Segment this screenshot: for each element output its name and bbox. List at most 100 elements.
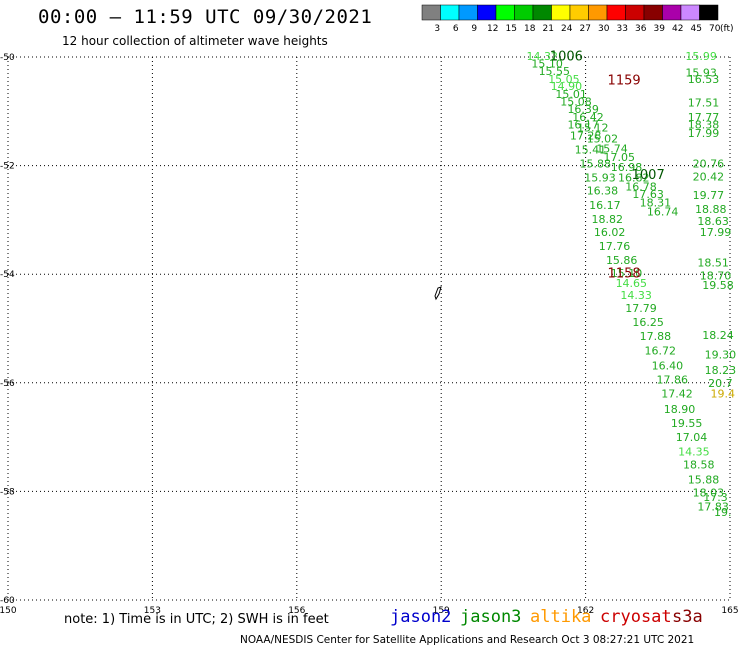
axis-ticks: 150 153 156 159 162 165 -50 -52 -54 -56 -58 -60: [0, 53, 739, 616]
colorbar-label: 70: [709, 24, 721, 34]
wave-height-label: 16.72: [644, 344, 676, 357]
map-grid: [7, 56, 731, 601]
legend-jason3: jason3: [460, 607, 522, 627]
wave-height-label: 15.93: [584, 172, 616, 185]
wave-height-label: 18.23: [705, 364, 737, 377]
legend-s3a: s3a: [672, 607, 703, 627]
wave-height-label: 20.76: [693, 158, 725, 171]
colorbar-swatch: [551, 4, 571, 21]
wave-height-label: 16.82: [618, 172, 650, 185]
wave-height-label: 16.39: [567, 103, 599, 116]
wave-height-label: 14.35: [678, 445, 710, 458]
colorbar-label: 3: [434, 24, 440, 34]
x-tick-label: 162: [577, 606, 594, 616]
colorbar-label: 30: [598, 24, 610, 34]
colorbar-label: 36: [635, 24, 647, 34]
wave-height-label: 18.24: [702, 329, 734, 342]
colorbar-swatch: [440, 4, 460, 21]
legend-jason2: jason2: [390, 607, 452, 627]
wave-height-label: 16.53: [688, 73, 720, 86]
wave-height-label: 19.58: [702, 279, 734, 292]
wave-height-label: 17.76: [599, 240, 631, 253]
wave-height-label: 18.51: [697, 256, 729, 269]
wave-height-label: 15.88: [688, 474, 720, 487]
wave-height-label: 18.58: [683, 458, 715, 471]
wave-height-label: 16.98: [611, 161, 643, 174]
chart-title: 00:00 – 11:59 UTC 09/30/2021: [38, 6, 373, 28]
wave-height-label: 18.88: [695, 203, 727, 216]
x-tick-label: 165: [721, 606, 738, 616]
wave-height-label: 15.10: [611, 267, 643, 280]
colorbar-swatch: [495, 4, 515, 21]
chart-subtitle: 12 hour collection of altimeter wave hei…: [62, 34, 328, 48]
wave-height-label: 17.99: [700, 226, 732, 239]
wave-height-label: 14.33: [620, 289, 652, 302]
colorbar-label: 6: [453, 24, 459, 34]
wave-height-label: 15.08: [560, 96, 592, 109]
pass-time-label: 1158: [608, 267, 641, 282]
colorbar-swatch: [606, 4, 626, 21]
wave-height-label: 18.63: [697, 215, 729, 228]
wave-height-label: 15.10: [531, 58, 563, 71]
wave-height-label: 16.25: [632, 316, 664, 329]
wave-height-label: 16.40: [652, 360, 684, 373]
colorbar-label: 39: [654, 24, 666, 34]
y-tick-label: -56: [0, 379, 15, 389]
pass-annotations: 1006 1159 1007 1158: [550, 50, 665, 282]
wave-height-label: 15.74: [596, 142, 628, 155]
wave-height-label: 16.42: [572, 111, 604, 124]
wave-height-label: 18.38: [688, 118, 720, 131]
colorbar-label: 24: [561, 24, 573, 34]
wave-height-label: 15.02: [587, 133, 619, 146]
footer-credit: NOAA/NESDIS Center for Satellite Applica…: [240, 634, 695, 646]
wave-height-label: 16.38: [587, 185, 619, 198]
wave-height-label: 15.93: [685, 66, 717, 79]
wave-height-label: 19.30: [705, 349, 737, 362]
colorbar-swatch: [699, 4, 719, 21]
colorbar-label: 15: [506, 24, 517, 34]
wave-height-label: 17.83: [697, 501, 729, 514]
wave-height-label: 17.88: [640, 330, 672, 343]
wave-height-label: 14.32: [527, 50, 559, 63]
wave-height-label: 15.99: [685, 50, 717, 63]
wave-height-label: 17.77: [688, 111, 720, 124]
wave-height-label: 15.55: [539, 65, 571, 78]
wave-height-label: 18.90: [664, 403, 696, 416]
wave-height-label: 16.02: [594, 226, 626, 239]
wave-height-points: 14.3215.1015.5515.0514.9015.0115.0816.39…: [527, 50, 737, 519]
y-tick-label: -60: [0, 596, 15, 606]
x-tick-label: 159: [433, 606, 450, 616]
colorbar-swatch: [532, 4, 552, 21]
x-tick-label: 153: [144, 606, 161, 616]
colorbar-unit: (ft): [720, 24, 734, 34]
wave-height-label: 18.31: [640, 197, 672, 210]
footer-note: note: 1) Time is in UTC; 2) SWH is in fe…: [64, 612, 329, 627]
colorbar-swatch: [588, 4, 608, 21]
wave-height-label: 15.41: [575, 143, 607, 156]
colorbar-label: 9: [471, 24, 477, 34]
wave-height-label: 14.65: [616, 277, 648, 290]
wave-height-label: 19.: [714, 506, 732, 519]
wave-height-label: 17.42: [661, 388, 693, 401]
wave-height-label: 16.17: [567, 118, 599, 131]
wave-height-label: 17.05: [604, 151, 636, 164]
wave-height-label: 15.88: [579, 158, 611, 171]
colorbar-swatch: [458, 4, 478, 21]
wave-height-label: 14.90: [551, 80, 583, 93]
x-tick-label: 156: [288, 606, 305, 616]
y-tick-label: -54: [0, 270, 15, 280]
wave-height-label: 17.51: [688, 97, 720, 110]
wave-height-label: 17.63: [632, 188, 664, 201]
wave-height-label: 17.86: [656, 374, 688, 387]
wave-height-label: 19.77: [693, 189, 725, 202]
colorbar-label: 21: [543, 24, 554, 34]
wave-height-label: 17.99: [688, 127, 720, 140]
y-tick-label: -58: [0, 487, 15, 497]
wave-height-label: 18.03: [693, 487, 725, 500]
wave-height-label: 18.82: [592, 213, 624, 226]
legend-altika: altika: [530, 607, 592, 627]
colorbar-swatch: [625, 4, 645, 21]
wave-height-label: 15.05: [548, 73, 580, 86]
pass-time-label: 1006: [550, 50, 583, 65]
